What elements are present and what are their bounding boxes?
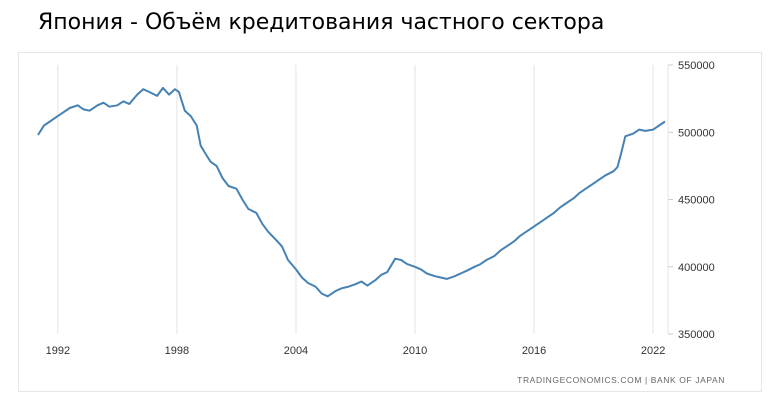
chart-title: Япония - Объём кредитования частного сек… xyxy=(38,10,605,35)
x-tick-label: 1992 xyxy=(46,345,70,357)
grid-lines xyxy=(57,65,654,334)
series-line xyxy=(37,86,666,298)
y-tick-label: 400000 xyxy=(678,262,715,274)
y-tick-label: 500000 xyxy=(678,127,715,139)
source-credit: TRADINGECONOMICS.COM | BANK OF JAPAN xyxy=(517,375,725,385)
x-tick-label: 2010 xyxy=(403,345,427,357)
x-tick-label: 2004 xyxy=(284,345,308,357)
x-tick-label: 2016 xyxy=(522,345,546,357)
x-tick-label: 1998 xyxy=(165,345,189,357)
x-axis: 1992 1998 2004 2010 2016 2022 xyxy=(46,345,666,357)
y-tick-label: 350000 xyxy=(678,329,715,341)
y-tick-label: 450000 xyxy=(678,195,715,207)
y-tick-label: 550000 xyxy=(678,60,715,72)
y-axis: 350000 400000 450000 500000 550000 xyxy=(667,60,715,341)
x-tick-label: 2022 xyxy=(641,345,665,357)
chart-frame xyxy=(18,52,762,392)
